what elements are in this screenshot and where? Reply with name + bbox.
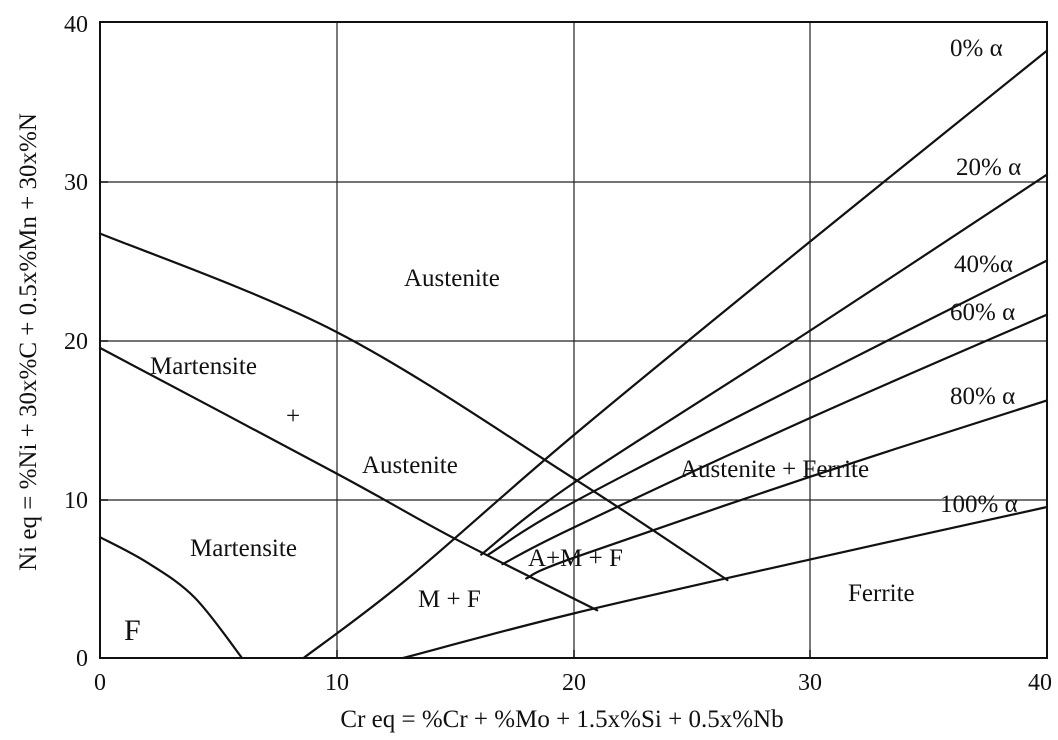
region-ferrite-f: F [124, 614, 141, 647]
ferrite-line-labels: 0% α 20% α 40%α 60% α 80% α 100% α [940, 35, 1021, 518]
x-tick-label: 10 [325, 670, 349, 696]
grid [100, 22, 1047, 658]
boundary-curve [501, 313, 1049, 566]
x-tick-label: 40 [1028, 670, 1052, 696]
boundary-curve [525, 399, 1049, 580]
region-a-m-f: A+M + F [528, 545, 623, 572]
region-martensite-top: Martensite [150, 353, 257, 380]
region-ferrite: Ferrite [848, 580, 915, 607]
label-100-alpha: 100% α [940, 491, 1018, 518]
boundary-curve [487, 259, 1049, 556]
y-tick-label: 20 [64, 329, 88, 355]
y-tick-label: 30 [64, 170, 88, 196]
label-0-alpha: 0% α [950, 35, 1003, 62]
label-60-alpha: 60% α [950, 299, 1015, 326]
x-tick-label: 20 [562, 670, 586, 696]
region-plus: + [286, 403, 300, 430]
label-80-alpha: 80% α [950, 383, 1015, 410]
x-tick-label: 30 [798, 670, 822, 696]
boundary-curve [480, 173, 1049, 556]
y-tick-label: 40 [64, 12, 88, 38]
region-austenite-ferrite: Austenite + Ferrite [680, 456, 869, 483]
region-martensite: Martensite [190, 535, 297, 562]
label-40-alpha: 40%α [954, 251, 1013, 278]
region-austenite: Austenite [404, 265, 500, 292]
boundary-curve [401, 505, 1049, 660]
y-tick-labels: 0 10 20 30 40 [64, 12, 88, 672]
region-m-plus-f: M + F [418, 586, 481, 613]
y-tick-label: 10 [64, 488, 88, 514]
region-austenite-mid: Austenite [362, 452, 458, 479]
boundary-curve [302, 49, 1049, 660]
y-tick-label: 0 [76, 646, 88, 672]
x-tick-labels: 0 10 20 30 40 [94, 670, 1052, 696]
boundary-curve [98, 536, 244, 660]
region-labels: Austenite Martensite + Austenite Martens… [124, 265, 915, 647]
x-axis-title: Cr eq = %Cr + %Mo + 1.5x%Si + 0.5x%Nb [340, 706, 783, 733]
boundary-curves [98, 49, 1049, 660]
boundary-curve [98, 346, 599, 612]
tick-marks [99, 181, 811, 658]
label-20-alpha: 20% α [956, 154, 1021, 181]
y-axis-title: Ni eq = %Ni + 30x%C + 0.5x%Mn + 30x%N [15, 113, 42, 571]
x-tick-label: 0 [94, 670, 106, 696]
